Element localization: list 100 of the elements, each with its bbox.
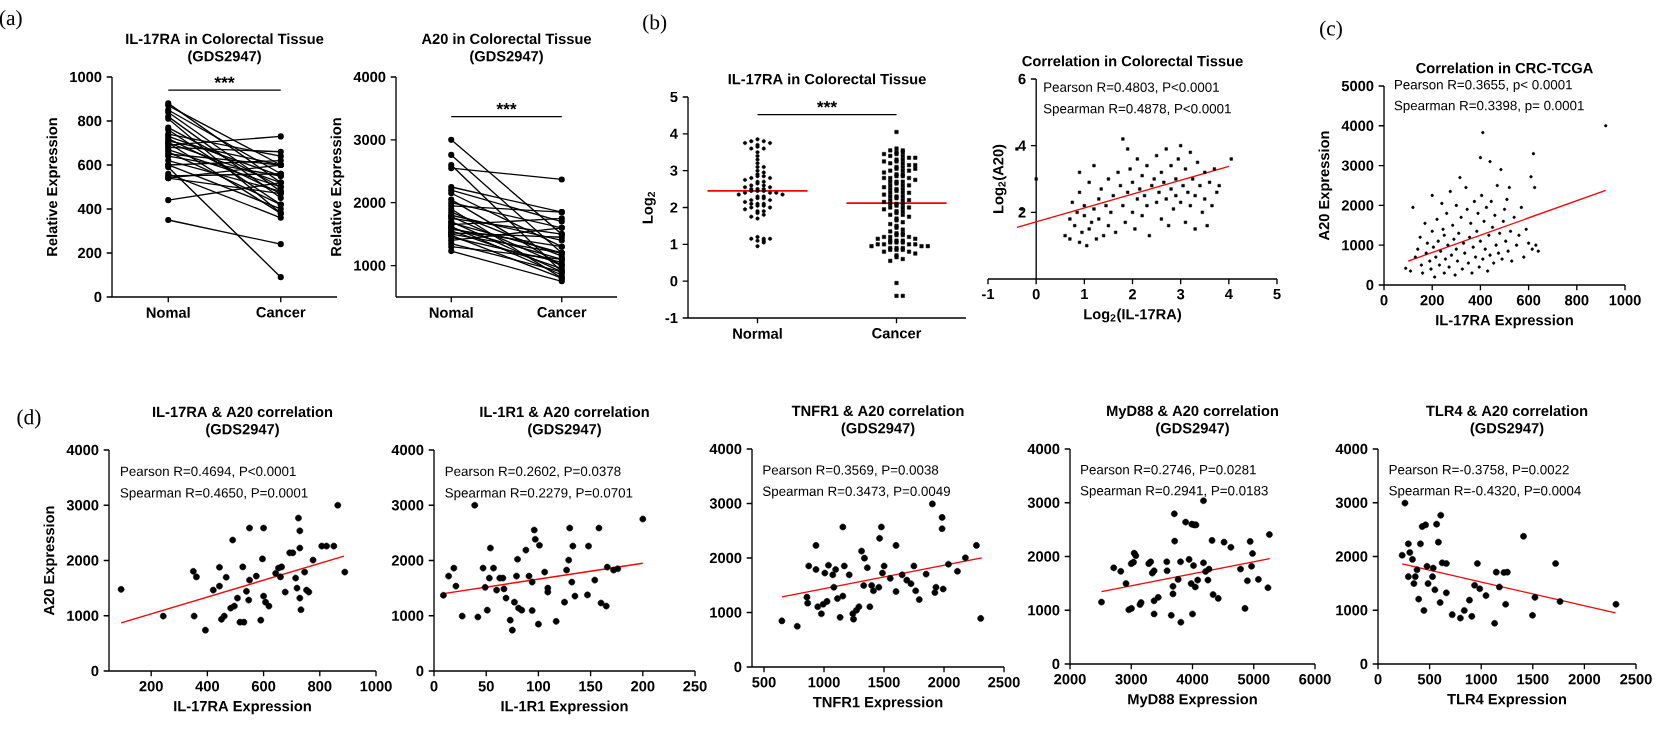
y-tick-label: 0 — [1366, 279, 1374, 291]
x-tick-label: 1000 — [808, 677, 840, 688]
annotation: Spearman R=0.2941, P=0.0183 — [1080, 485, 1268, 499]
x-tick-label: 2000 — [1568, 674, 1601, 685]
y-tick-label: 2000 — [1335, 551, 1368, 562]
y-tick-label: 2000 — [1341, 200, 1374, 211]
y-tick-label: 4000 — [1341, 120, 1374, 131]
y-tick-label: 1000 — [67, 610, 99, 621]
y-tick-label: 4 — [670, 128, 678, 139]
chart-title: Correlation in CRC-TCGA — [1416, 62, 1593, 74]
chart-title: TNFR1 & A20 correlation — [791, 405, 964, 417]
y-tick-label: 2000 — [66, 555, 99, 566]
y-tick-label: 2000 — [391, 555, 424, 566]
chart-title: Correlation in Colorectal Tissue — [1022, 55, 1243, 67]
y-tick-label: 0 — [1052, 658, 1060, 670]
y-axis-title: Log$_{2}$ — [642, 191, 656, 224]
x-axis-title: IL-17RA Expression — [174, 700, 311, 715]
x-tick-label: 3 — [1176, 289, 1185, 300]
y-axis-title: Relative Expression — [330, 118, 345, 256]
y-tick-label: 1000 — [70, 71, 102, 83]
y-tick-label: 600 — [78, 159, 102, 171]
y-tick-label: 2000 — [1027, 551, 1060, 562]
x-tick-label: Nomal — [146, 307, 190, 318]
y-tick-label: 2000 — [709, 552, 742, 564]
x-axis-title: TNFR1 Expression — [812, 696, 943, 711]
x-tick-label: 5 — [1273, 289, 1281, 300]
x-tick-label: Cancer — [256, 307, 306, 318]
x-axis-title: IL-1R1 Expression — [501, 700, 628, 715]
x-tick-label: 1000 — [1465, 674, 1497, 685]
chart-title: IL-1R1 & A20 correlation — [480, 406, 649, 418]
x-tick-label: 600 — [1516, 295, 1541, 306]
x-tick-label: Normal — [733, 328, 782, 339]
x-tick-label: 1500 — [1517, 674, 1549, 685]
annotation: Spearman R=0.2279, P=0.0701 — [445, 488, 633, 501]
text: (d) — [17, 409, 41, 429]
x-axis-title: MyD88 Expression — [1128, 693, 1257, 708]
y-tick-label: 0 — [1360, 658, 1368, 670]
chart-subtitle: (GDS2947) — [188, 50, 261, 65]
y-tick-label: 0 — [416, 665, 424, 677]
y-tick-label: 1000 — [392, 610, 424, 621]
y-tick-label: 2000 — [353, 197, 386, 208]
x-tick-label: 100 — [527, 681, 551, 692]
y-tick-label: 4000 — [353, 71, 386, 83]
annotation: Spearman R=0.3473, P=0.0049 — [762, 486, 950, 499]
annotation: Spearman R=0.3398, p= 0.0001 — [1394, 100, 1584, 113]
y-axis-title: Relative Expression — [46, 118, 61, 256]
y-tick-label: 1000 — [710, 607, 742, 618]
x-tick-label: 400 — [195, 681, 219, 692]
y-tick-label: 2 — [670, 202, 678, 213]
x-tick-label: 800 — [308, 681, 332, 692]
y-tick-label: 3000 — [1027, 497, 1060, 508]
x-axis-title: Log$_{2}$(IL-17RA) — [1084, 308, 1181, 323]
x-tick-label: 600 — [251, 681, 276, 692]
x-tick-label: 800 — [1565, 295, 1589, 306]
x-tick-label: 200 — [1420, 295, 1444, 306]
y-tick-label: 3000 — [353, 134, 386, 146]
y-tick-label: 400 — [77, 203, 102, 215]
y-tick-label: 1 — [670, 239, 678, 250]
text: (c) — [1320, 20, 1342, 40]
chart-subtitle: (GDS2947) — [1470, 422, 1544, 437]
y-tick-label: 3000 — [1341, 160, 1374, 171]
x-tick-label: Cancer — [872, 328, 922, 339]
chart-title: IL-17RA in Colorectal Tissue — [126, 33, 324, 45]
x-tick-label: 4 — [1224, 289, 1233, 300]
y-tick-label: 0 — [91, 665, 99, 677]
annotation: Pearson R=-0.3758, P=0.0022 — [1389, 464, 1569, 476]
y-tick-label: 200 — [78, 247, 102, 259]
x-tick-label: 1500 — [868, 677, 900, 688]
x-tick-label: 5000 — [1237, 674, 1270, 685]
annotation: Pearson R=0.3655, p< 0.0001 — [1395, 79, 1572, 93]
y-tick-label: 3000 — [709, 498, 742, 509]
y-tick-label: 0 — [734, 661, 742, 673]
annotation: Pearson R=0.4803, P<0.0001 — [1044, 82, 1219, 94]
y-tick-label: 3000 — [66, 500, 99, 511]
y-tick-label: 3000 — [391, 500, 424, 511]
x-tick-label: 0 — [1380, 295, 1388, 306]
chart-title: TLR4 & A20 correlation — [1426, 405, 1588, 417]
y-tick-label: 4000 — [1335, 443, 1368, 455]
text: (b) — [643, 14, 667, 34]
x-tick-label: 2 — [1128, 289, 1136, 300]
x-tick-label: -1 — [982, 289, 995, 300]
x-tick-label: 150 — [579, 681, 603, 692]
x-tick-label: 50 — [478, 681, 494, 692]
y-tick-label: 1000 — [1342, 240, 1374, 251]
annotation: Pearson R=0.2746, P=0.0281 — [1081, 464, 1256, 476]
y-axis-title: A20 Expression — [1318, 131, 1333, 241]
annotation: Spearman R=0.4878, P<0.0001 — [1043, 103, 1231, 117]
x-tick-label: 2500 — [988, 677, 1020, 688]
x-tick-label: 200 — [631, 681, 655, 692]
y-tick-label: 1000 — [354, 260, 386, 271]
x-tick-label: 250 — [683, 681, 707, 692]
y-axis-title: A20 Expression — [43, 506, 58, 616]
x-tick-label: 500 — [752, 677, 776, 688]
y-tick-label: 5 — [670, 91, 678, 103]
x-tick-label: Nomal — [429, 307, 473, 318]
x-axis-title: IL-17RA Expression — [1436, 314, 1573, 329]
chart-subtitle: (GDS2947) — [528, 423, 601, 438]
chart-subtitle: (GDS2947) — [841, 422, 915, 437]
chart-title: MyD88 & A20 correlation — [1107, 405, 1278, 419]
chart-title: IL-17RA in Colorectal Tissue — [728, 73, 926, 85]
